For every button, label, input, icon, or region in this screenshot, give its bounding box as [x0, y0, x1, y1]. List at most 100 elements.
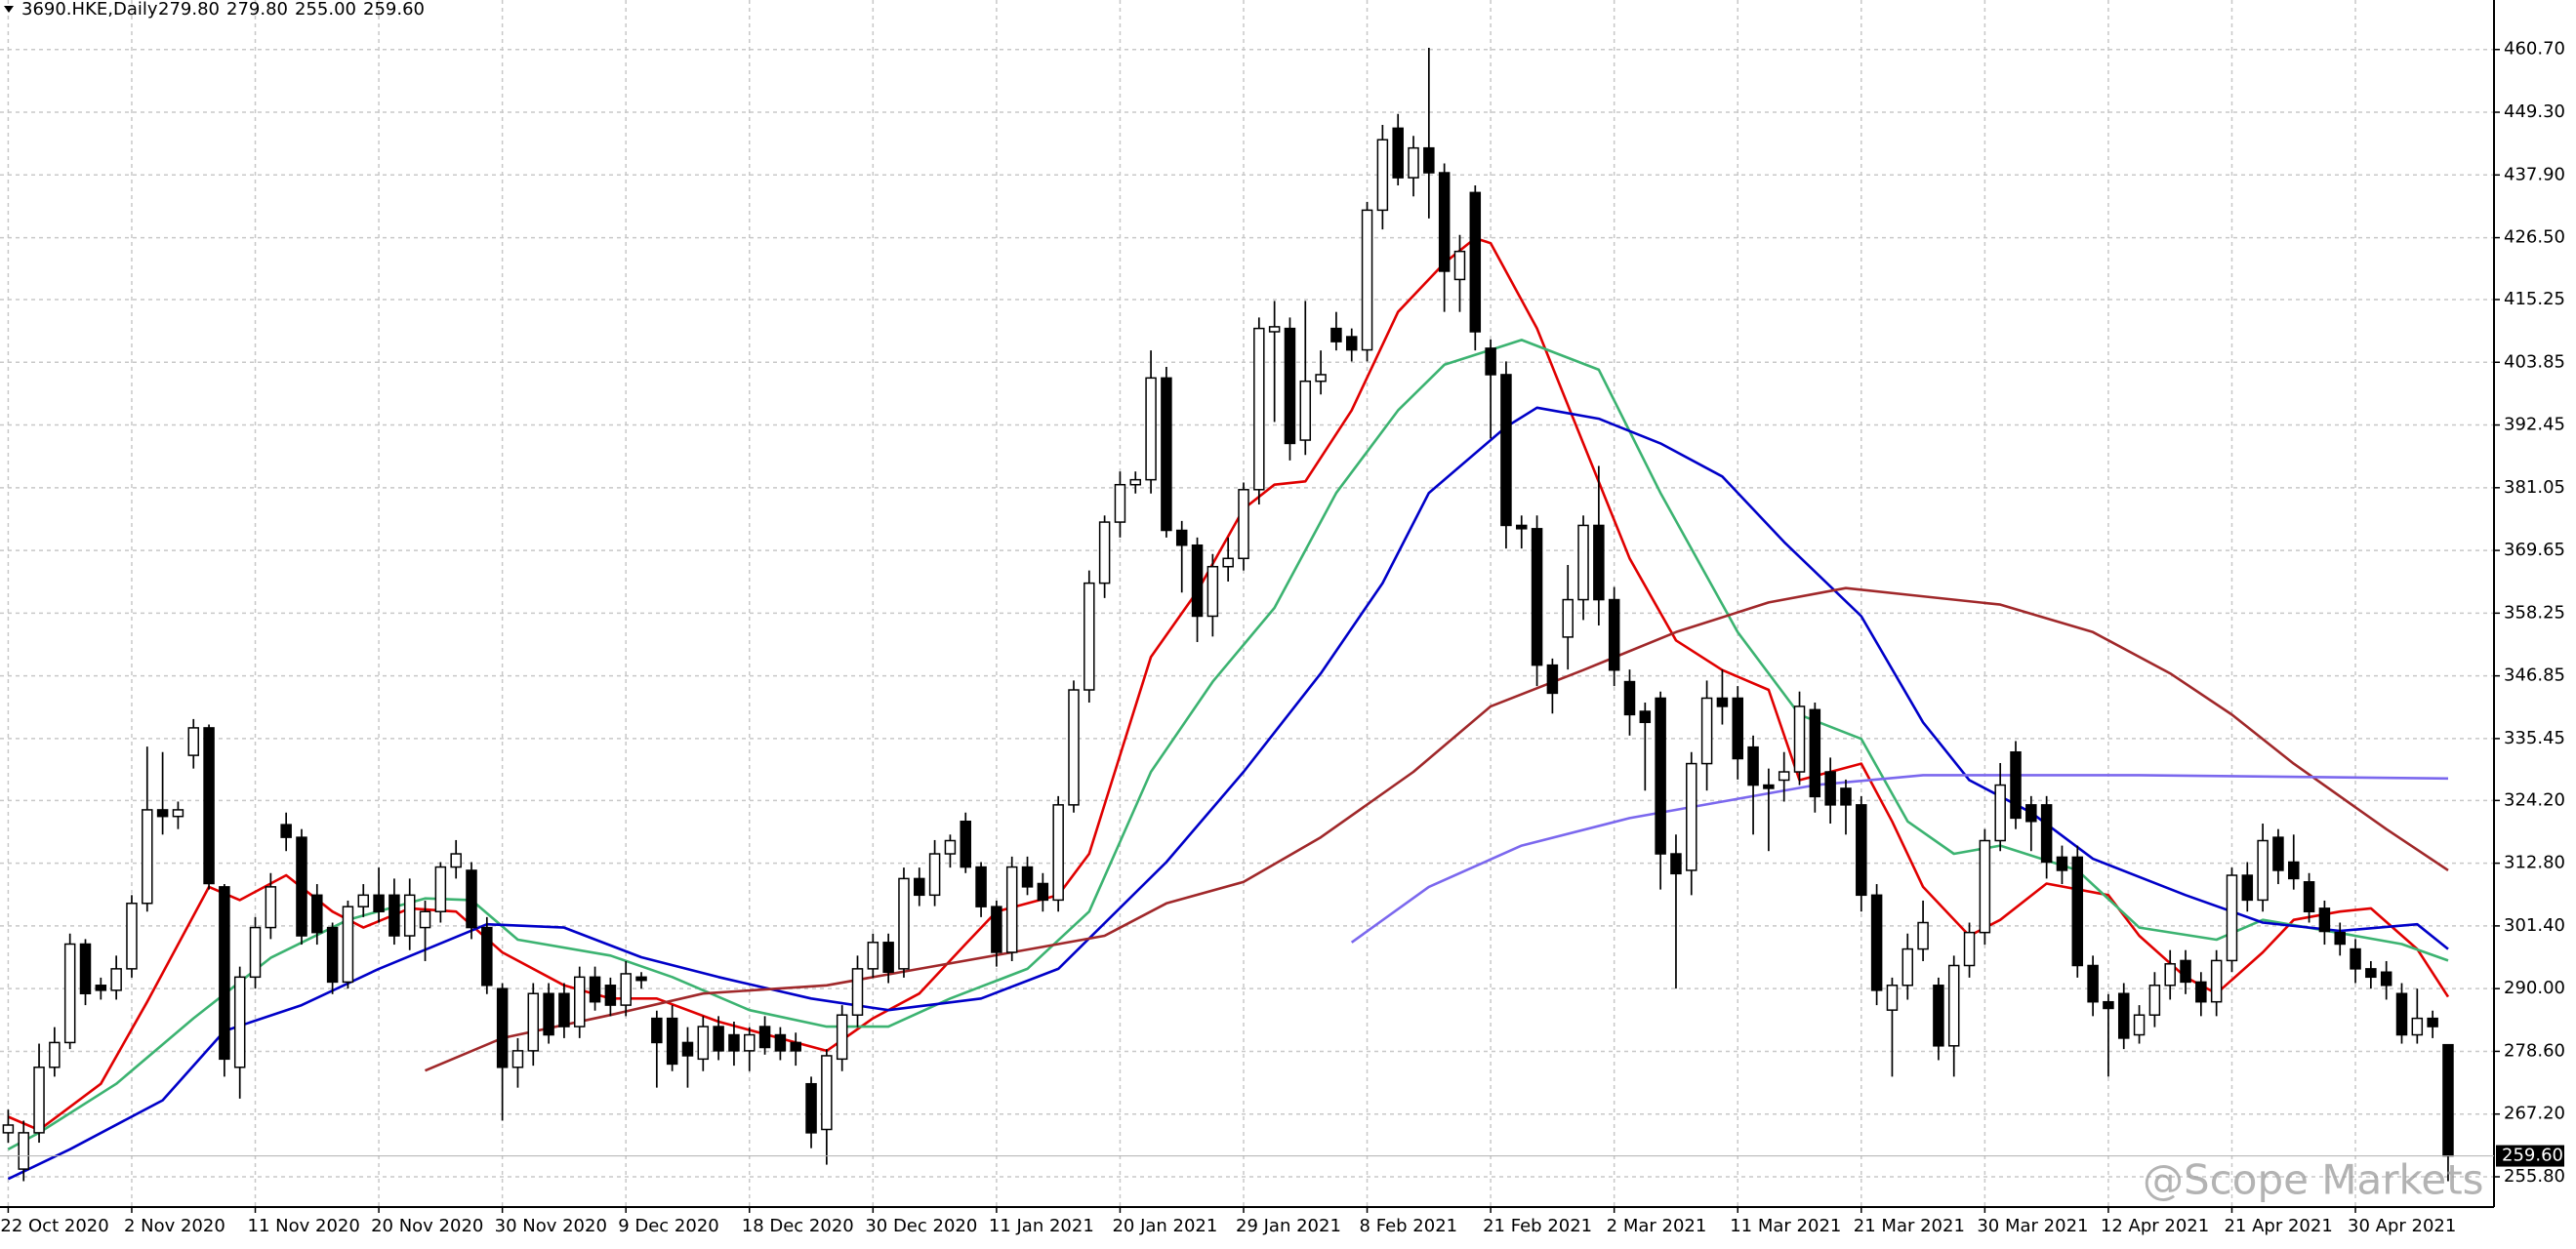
y-tick-label: 369.65: [2504, 540, 2565, 560]
candle-body: [511, 1050, 524, 1068]
candle-body: [1886, 985, 1899, 1011]
candle-body: [589, 976, 601, 1003]
y-tick-label: 324.20: [2504, 789, 2565, 810]
candle-body: [697, 1026, 710, 1061]
candle-body: [1531, 528, 1543, 666]
y-tick-label: 278.60: [2504, 1040, 2565, 1061]
x-tick-label: 2 Nov 2020: [124, 1216, 225, 1236]
candle-body: [2427, 1017, 2438, 1027]
candle-body: [1129, 478, 1142, 486]
candle-body: [651, 1017, 663, 1044]
candle-body: [1870, 894, 1883, 991]
candle-body: [620, 973, 632, 1006]
candle-body: [1716, 697, 1729, 707]
chart-title: 3690.HKE,Daily: [21, 0, 158, 20]
candle-body: [851, 968, 864, 1016]
candle-body: [2257, 839, 2269, 902]
candle-body: [95, 985, 107, 991]
candle-body: [1546, 664, 1559, 695]
x-tick-label: 9 Dec 2020: [618, 1216, 719, 1236]
candle-body: [1408, 146, 1419, 179]
x-tick-label: 30 Mar 2021: [1977, 1216, 2088, 1236]
candle-body: [450, 853, 462, 868]
candle-body: [2164, 963, 2176, 987]
candle-body: [774, 1033, 787, 1052]
candle-body: [2395, 992, 2408, 1036]
y-tick-label: 392.45: [2504, 415, 2565, 435]
candle-body: [2380, 971, 2392, 987]
candle-body: [1778, 771, 1790, 782]
candle-body: [1485, 347, 1496, 376]
candle-body: [1824, 771, 1836, 806]
x-tick-label: 2 Mar 2021: [1607, 1216, 1707, 1236]
candle-body: [1747, 745, 1759, 786]
candle-body: [466, 869, 477, 929]
candle-body: [219, 886, 230, 1061]
candle-body: [1963, 931, 1976, 967]
candle-body: [1793, 705, 1806, 773]
candle-body: [156, 809, 169, 818]
y-tick-label: 301.40: [2504, 915, 2565, 936]
candle-body: [33, 1067, 45, 1134]
candle-body: [1947, 964, 1960, 1047]
candle-body: [1686, 762, 1697, 871]
candle-body: [928, 853, 941, 897]
x-tick-label: 21 Mar 2021: [1854, 1216, 1965, 1236]
candle-body: [1330, 327, 1342, 342]
candle-body: [728, 1033, 740, 1052]
candle-body: [882, 942, 894, 974]
candle-body: [1917, 921, 1929, 950]
candle-body: [573, 976, 586, 1027]
candle-body: [1098, 521, 1111, 584]
candle-body: [2241, 874, 2254, 902]
candle-body: [666, 1017, 678, 1066]
candle-body: [960, 821, 971, 868]
candle-body: [527, 992, 540, 1052]
candle-body: [1268, 326, 1281, 333]
candle-body: [1608, 598, 1620, 671]
candle-body: [1577, 524, 1589, 601]
x-tick-label: 8 Feb 2021: [1360, 1216, 1458, 1236]
candles: [2, 48, 2454, 1182]
candle-body: [2117, 992, 2130, 1039]
candle-body: [1901, 947, 1914, 987]
y-tick-label: 290.00: [2504, 978, 2565, 998]
candle-body: [1206, 565, 1219, 618]
y-tick-label: 403.85: [2504, 351, 2565, 372]
candle-body: [434, 866, 447, 912]
candle-body: [2010, 750, 2022, 820]
y-tick-label: 267.20: [2504, 1104, 2565, 1124]
candle-body: [558, 992, 570, 1027]
candle-body: [1670, 853, 1682, 875]
candle-body: [1345, 336, 1358, 351]
y-tick-label: 358.25: [2504, 602, 2565, 623]
candle-body: [280, 824, 292, 838]
y-tick-label: 335.45: [2504, 728, 2565, 748]
candle-body: [1145, 377, 1157, 481]
y-tick-label: 449.30: [2504, 101, 2565, 122]
candle-body: [63, 943, 76, 1044]
candle-body: [2442, 1043, 2454, 1157]
menu-triangle[interactable]: [4, 6, 14, 13]
y-tick-label: 460.70: [2504, 39, 2565, 60]
candle-body: [1068, 689, 1080, 806]
candle-body: [1423, 146, 1435, 174]
candle-body: [1284, 327, 1296, 445]
x-tick-label: 20 Jan 2021: [1112, 1216, 1217, 1236]
candle-body: [1114, 483, 1126, 523]
moving-average: [424, 586, 2449, 1072]
candle-body: [805, 1082, 817, 1134]
x-tick-label: 11 Nov 2020: [248, 1216, 360, 1236]
candle-body: [1516, 524, 1528, 530]
candle-body: [142, 809, 153, 905]
candle-body: [203, 727, 215, 885]
candle-body: [126, 903, 138, 970]
ohlc-low: 255.00: [295, 0, 356, 20]
y-tick-label: 255.80: [2504, 1166, 2565, 1187]
candle-body: [1655, 697, 1666, 855]
candle-body: [419, 910, 431, 929]
candle-body: [357, 894, 370, 907]
candle-body: [1299, 380, 1312, 441]
x-tick-label: 29 Jan 2021: [1236, 1216, 1341, 1236]
candle-body: [2180, 959, 2191, 984]
